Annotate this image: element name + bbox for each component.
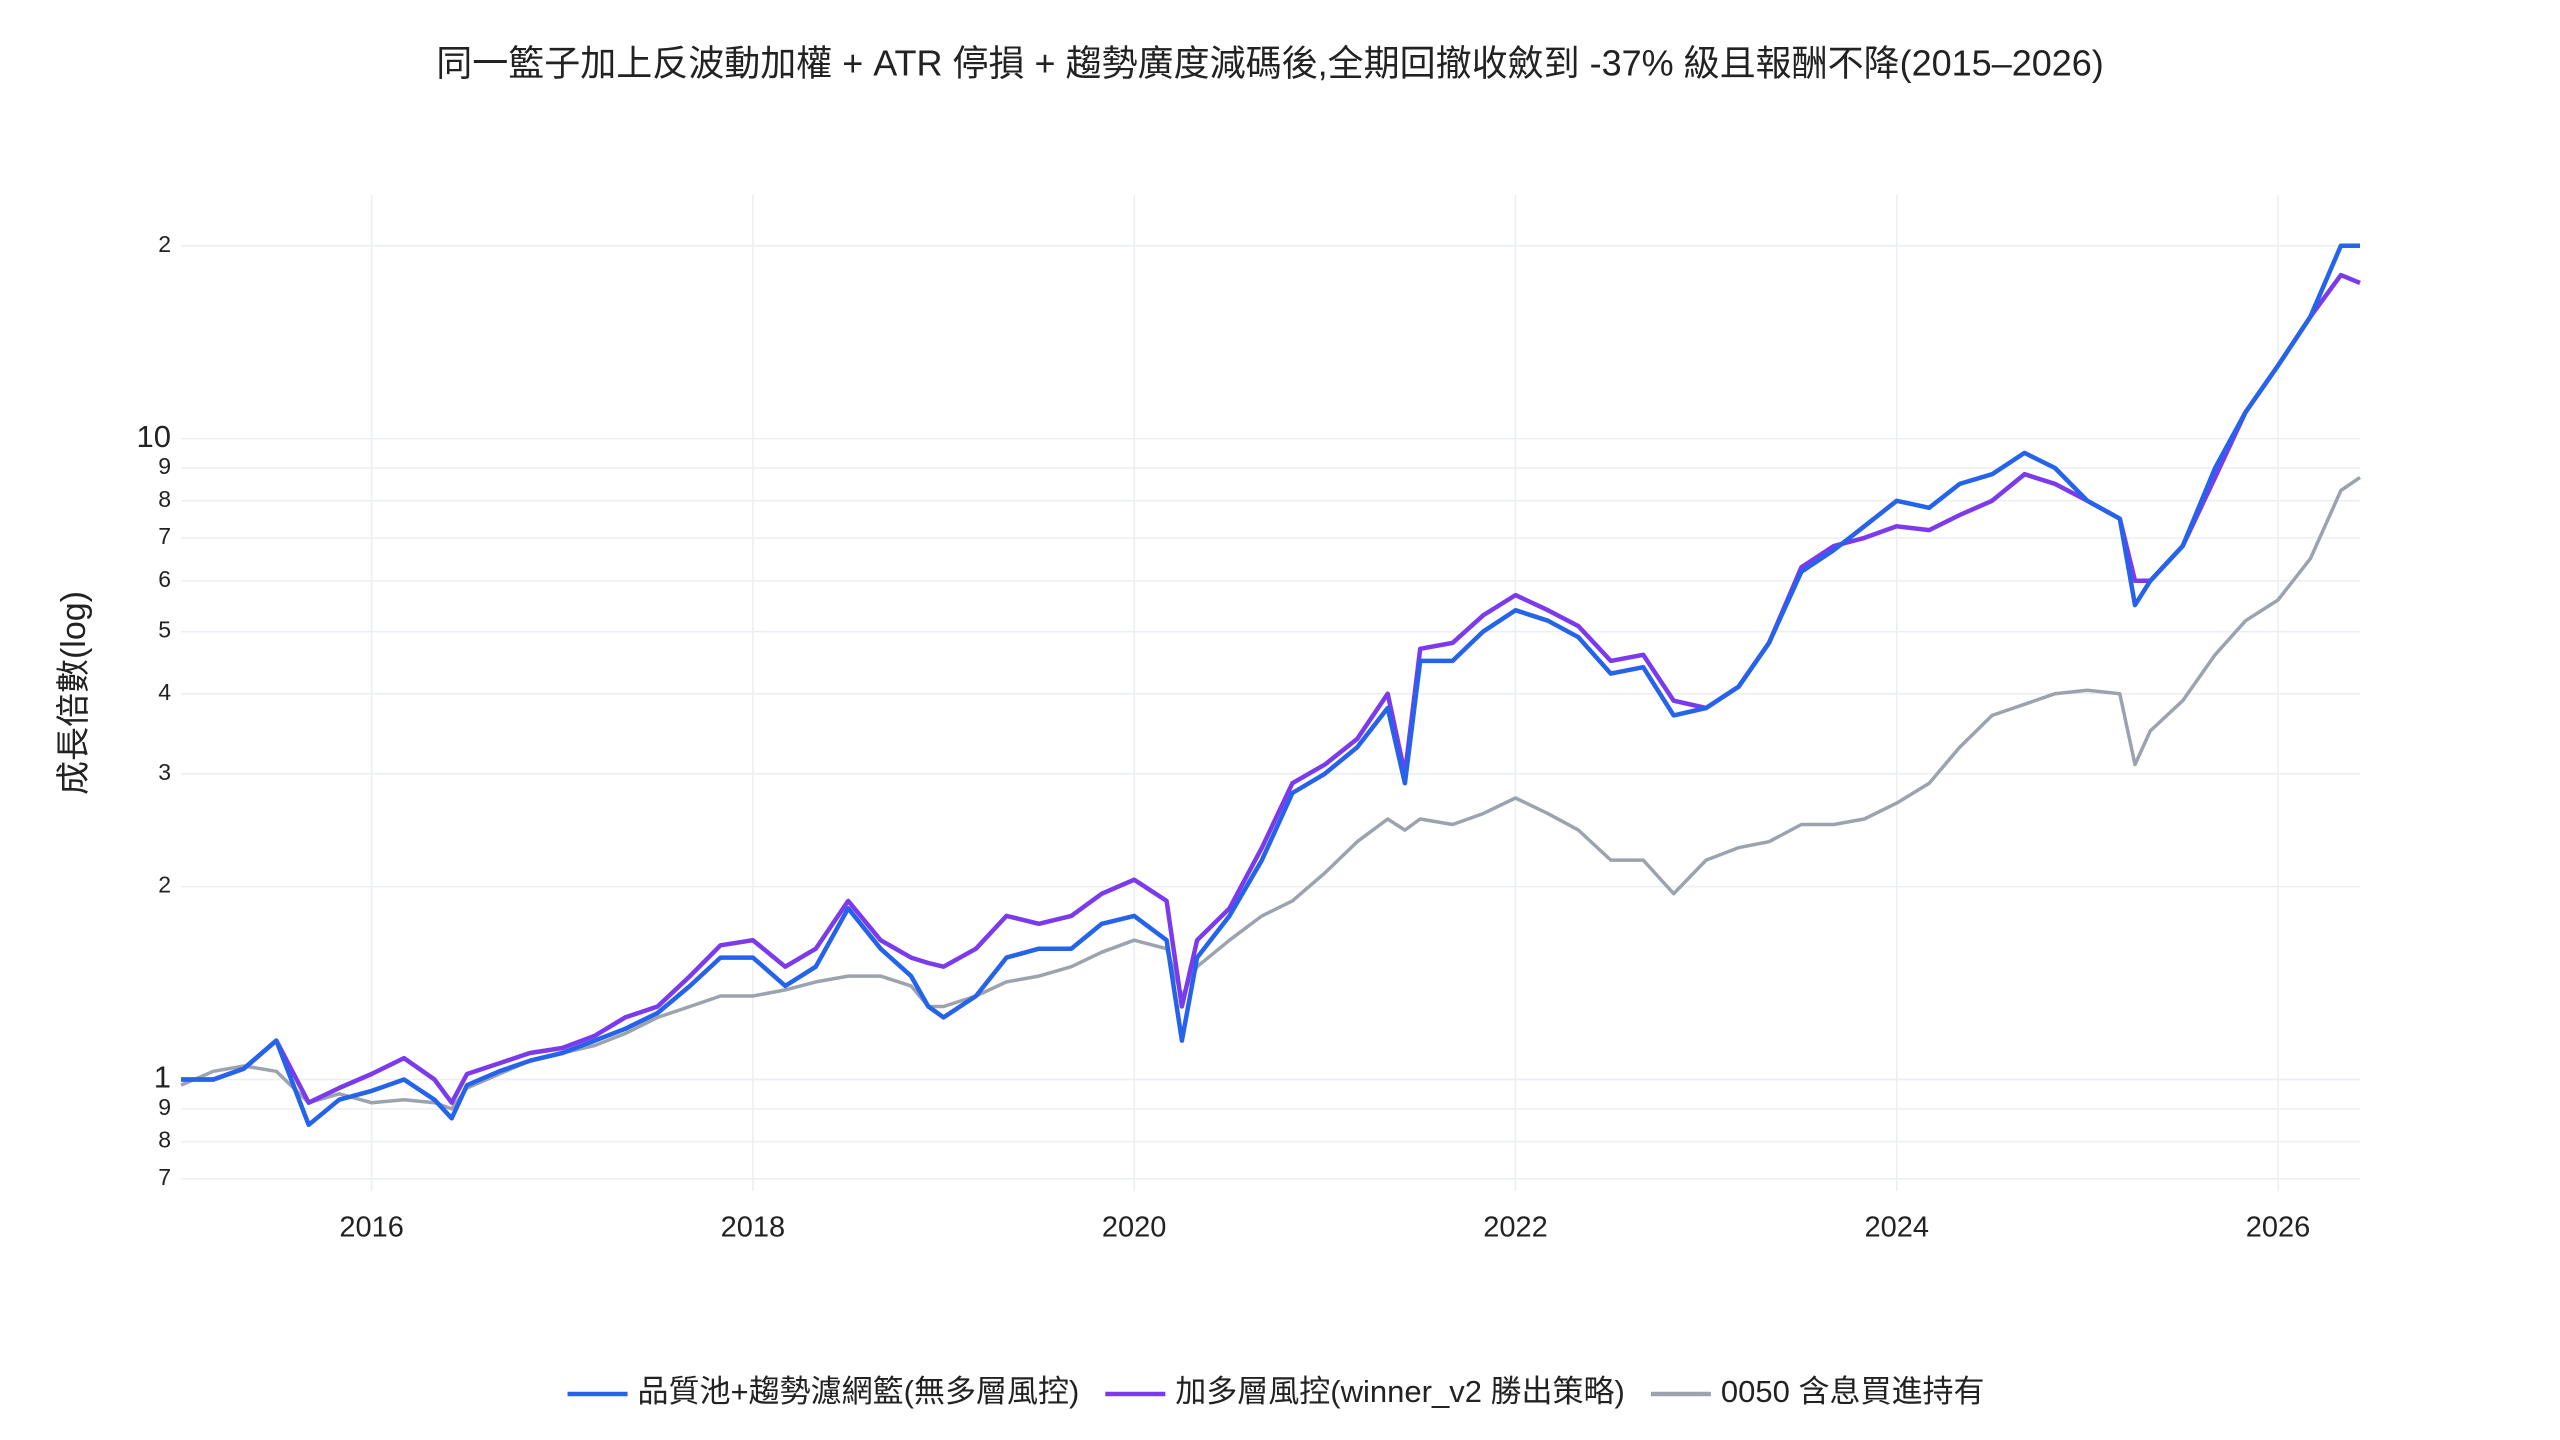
y-tick-label: 6 — [158, 566, 171, 592]
chart-title: 同一籃子加上反波動加權 + ATR 停損 + 趨勢廣度減碼後,全期回撤收斂到 -… — [436, 43, 2104, 84]
y-axis-label: 成長倍數(log) — [55, 591, 93, 795]
x-tick-label: 2024 — [1864, 1212, 1929, 1244]
y-tick-label: 7 — [158, 1164, 171, 1190]
x-tick-label: 2018 — [721, 1212, 786, 1244]
legend-label: 加多層風控(winner_v2 勝出策略) — [1175, 1374, 1625, 1409]
series-line — [181, 243, 2360, 1128]
x-tick-label: 2016 — [339, 1212, 404, 1244]
series-line — [181, 272, 2361, 1105]
series-line — [180, 475, 2361, 1111]
legend-label: 品質池+趨勢濾網籃(無多層風控) — [638, 1374, 1080, 1409]
grid — [181, 195, 2360, 1191]
y-tick-label: 8 — [158, 1127, 171, 1153]
x-tick-label: 2022 — [1483, 1212, 1548, 1244]
y-tick-label: 9 — [158, 453, 171, 479]
y-tick-label: 3 — [158, 759, 171, 785]
legend: 品質池+趨勢濾網籃(無多層風控) 加多層風控(winner_v2 勝出策略) 005… — [567, 1374, 1985, 1409]
x-tick-label: 2020 — [1102, 1212, 1167, 1244]
x-tick-label: 2026 — [2246, 1212, 2311, 1244]
y-tick-label: 2 — [158, 231, 171, 257]
y-tick-label: 4 — [158, 679, 171, 705]
y-tick-label: 5 — [158, 617, 171, 643]
y-tick-label: 1 — [154, 1060, 171, 1095]
y-tick-label: 2 — [158, 872, 171, 898]
legend-label: 0050 含息買進持有 — [1721, 1374, 1985, 1409]
y-tick-label: 10 — [137, 419, 171, 454]
y-tick-label: 9 — [158, 1094, 171, 1120]
y-tick-label: 8 — [158, 486, 171, 512]
y-tick-label: 7 — [158, 523, 171, 549]
